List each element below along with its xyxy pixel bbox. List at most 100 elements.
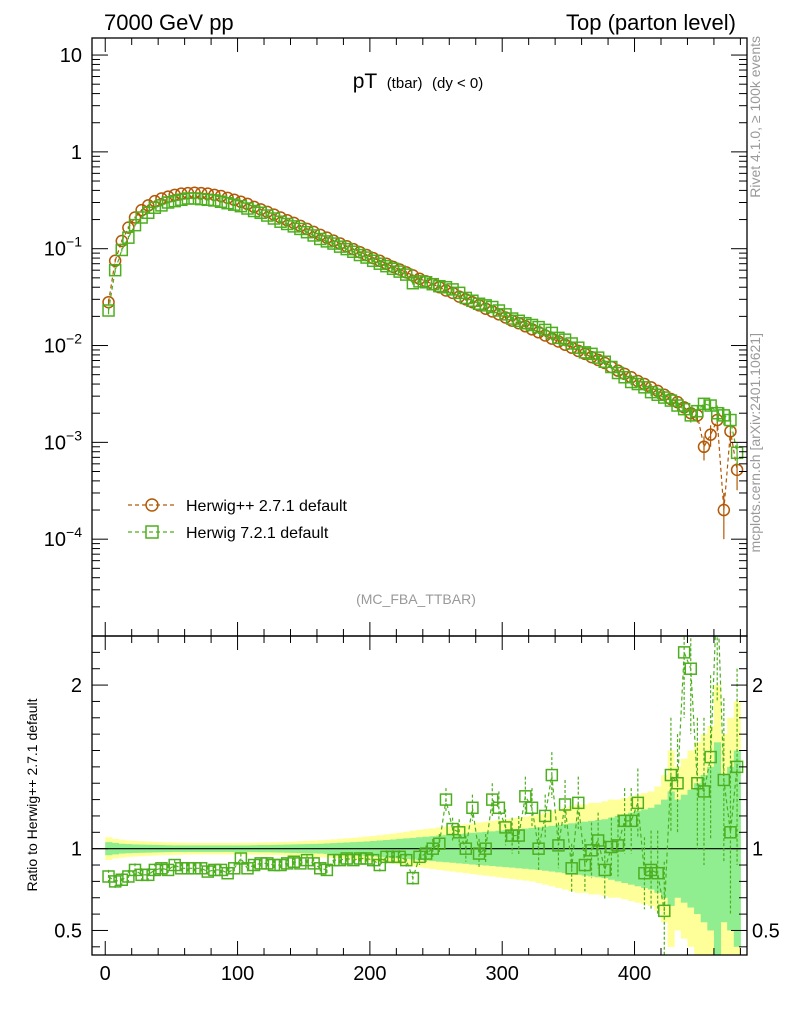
legend-entry-herwig7: Herwig 7.2.1 default: [128, 525, 329, 542]
ratio-data-point: [631, 796, 645, 810]
ratio-data-point: [373, 858, 387, 872]
ytick-label: 1: [71, 142, 82, 164]
ratio-data-point: [724, 826, 737, 839]
data-point: [122, 231, 135, 244]
legend-marker-square: [145, 525, 159, 539]
data-point: [280, 217, 294, 231]
ratio-data-point: [479, 842, 492, 855]
data-point: [406, 276, 420, 290]
data-point: [658, 391, 671, 404]
ratio-data-point: [512, 829, 525, 842]
ytick-label-base: 10: [44, 239, 66, 261]
data-point: [181, 192, 195, 205]
ratio-data-point: [254, 857, 267, 870]
plot-title: pT (tbar) (dy < 0): [353, 70, 484, 93]
ytick-label-exp: −3: [66, 427, 82, 443]
data-point: [155, 192, 168, 205]
data-point: [102, 304, 115, 317]
ratio-data-point: [280, 857, 294, 870]
data-point: [327, 237, 340, 250]
ratio-data-point: [287, 855, 301, 869]
data-point: [214, 195, 228, 209]
data-point: [115, 234, 129, 248]
data-point: [234, 199, 248, 213]
data-point: [148, 201, 162, 214]
data-point: [287, 220, 301, 233]
ratio-data-point: [168, 858, 181, 872]
ratio-frame: [91, 635, 748, 956]
ratio-data-point: [122, 870, 135, 883]
data-point: [141, 199, 155, 212]
ratio-data-point: [578, 858, 592, 872]
data-point: [525, 318, 539, 332]
ratio-data-point: [380, 850, 393, 864]
data-point: [247, 204, 261, 218]
data-point: [710, 406, 724, 420]
data-point: [585, 347, 598, 361]
ratio-ytick-label-right: 2: [752, 675, 763, 697]
data-point: [717, 409, 731, 422]
ratio-data-point: [194, 862, 208, 875]
data-point: [591, 351, 605, 364]
data-point: [168, 194, 181, 208]
xtick-label: 400: [618, 963, 651, 985]
ratio-data-point: [294, 857, 307, 870]
ratio-data-point: [188, 862, 201, 875]
ratio-data-point: [208, 863, 221, 877]
ratio-data-point: [452, 826, 466, 839]
ratio-data-point: [565, 862, 578, 875]
ratio-data-point: [314, 862, 327, 875]
data-point: [631, 377, 645, 391]
energy-label: 7000 GeV pp: [104, 10, 234, 35]
data-point: [393, 265, 406, 278]
data-point: [221, 196, 234, 210]
data-point: [333, 240, 347, 253]
series-herwigpp: [102, 186, 744, 540]
data-point: [340, 242, 353, 256]
ratio-series-line: [108, 636, 738, 911]
ytick-label: 10−3: [44, 427, 82, 454]
data-point: [671, 399, 684, 412]
data-point: [704, 428, 717, 441]
data-point: [386, 262, 400, 276]
process-label: Top (parton level): [566, 10, 736, 35]
ratio-data-point: [413, 850, 426, 864]
data-point: [578, 346, 592, 359]
ratio-series-herwig7: [102, 636, 744, 955]
ratio-data-point: [677, 646, 691, 659]
xtick-label: 300: [486, 963, 519, 985]
ratio-data-point: [108, 875, 122, 888]
data-point: [300, 225, 314, 239]
ratio-data-point: [611, 839, 625, 852]
data-point: [267, 212, 281, 225]
data-point: [373, 257, 387, 270]
ratio-data-point: [320, 863, 334, 877]
data-point: [148, 194, 162, 208]
data-point: [572, 341, 585, 354]
data-point: [644, 385, 658, 399]
ytick-label-base: 10: [44, 432, 66, 454]
data-point: [426, 277, 439, 291]
data-point: [419, 276, 433, 289]
data-point: [538, 323, 552, 337]
ratio-data-point: [175, 862, 188, 875]
ratio-data-point: [340, 852, 353, 865]
series-line: [107, 197, 738, 453]
data-point: [532, 320, 545, 334]
data-point: [161, 196, 175, 209]
data-point: [108, 263, 122, 277]
data-point: [472, 297, 486, 311]
ratio-data-point: [644, 863, 658, 877]
ratio-data-point: [393, 850, 406, 864]
data-point: [320, 235, 334, 248]
ratio-data-point: [658, 904, 671, 918]
ratio-data-point: [558, 798, 572, 811]
ratio-data-point: [486, 793, 499, 806]
data-point: [175, 193, 188, 207]
data-point: [512, 314, 525, 328]
data-point: [704, 399, 717, 412]
data-point: [492, 304, 506, 317]
data-point: [254, 206, 267, 220]
